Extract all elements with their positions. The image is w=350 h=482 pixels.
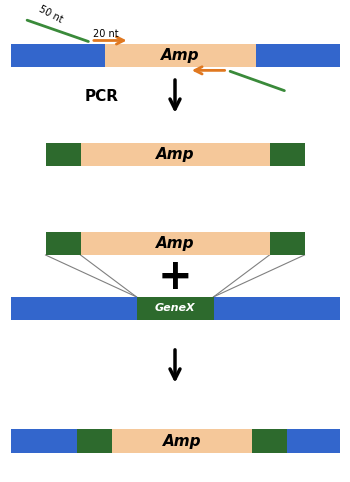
Bar — [80, 143, 270, 166]
Text: Amp: Amp — [161, 48, 199, 63]
Text: +: + — [158, 256, 192, 298]
Text: 50 nt: 50 nt — [37, 4, 64, 25]
Bar — [46, 232, 80, 255]
Bar — [10, 44, 340, 67]
Bar — [46, 143, 80, 166]
Text: GeneX: GeneX — [155, 304, 195, 313]
Text: Amp: Amp — [156, 236, 194, 251]
Text: Amp: Amp — [156, 147, 194, 162]
Text: Amp: Amp — [163, 433, 201, 449]
Bar — [112, 429, 252, 453]
Bar — [80, 232, 270, 255]
Bar — [270, 143, 304, 166]
Bar — [10, 429, 340, 453]
Text: PCR: PCR — [85, 89, 119, 104]
Bar — [105, 44, 256, 67]
Bar — [252, 429, 287, 453]
Bar — [10, 297, 340, 320]
Bar — [270, 232, 304, 255]
Bar — [77, 429, 112, 453]
Text: 20 nt: 20 nt — [93, 28, 118, 39]
Bar — [136, 297, 214, 320]
